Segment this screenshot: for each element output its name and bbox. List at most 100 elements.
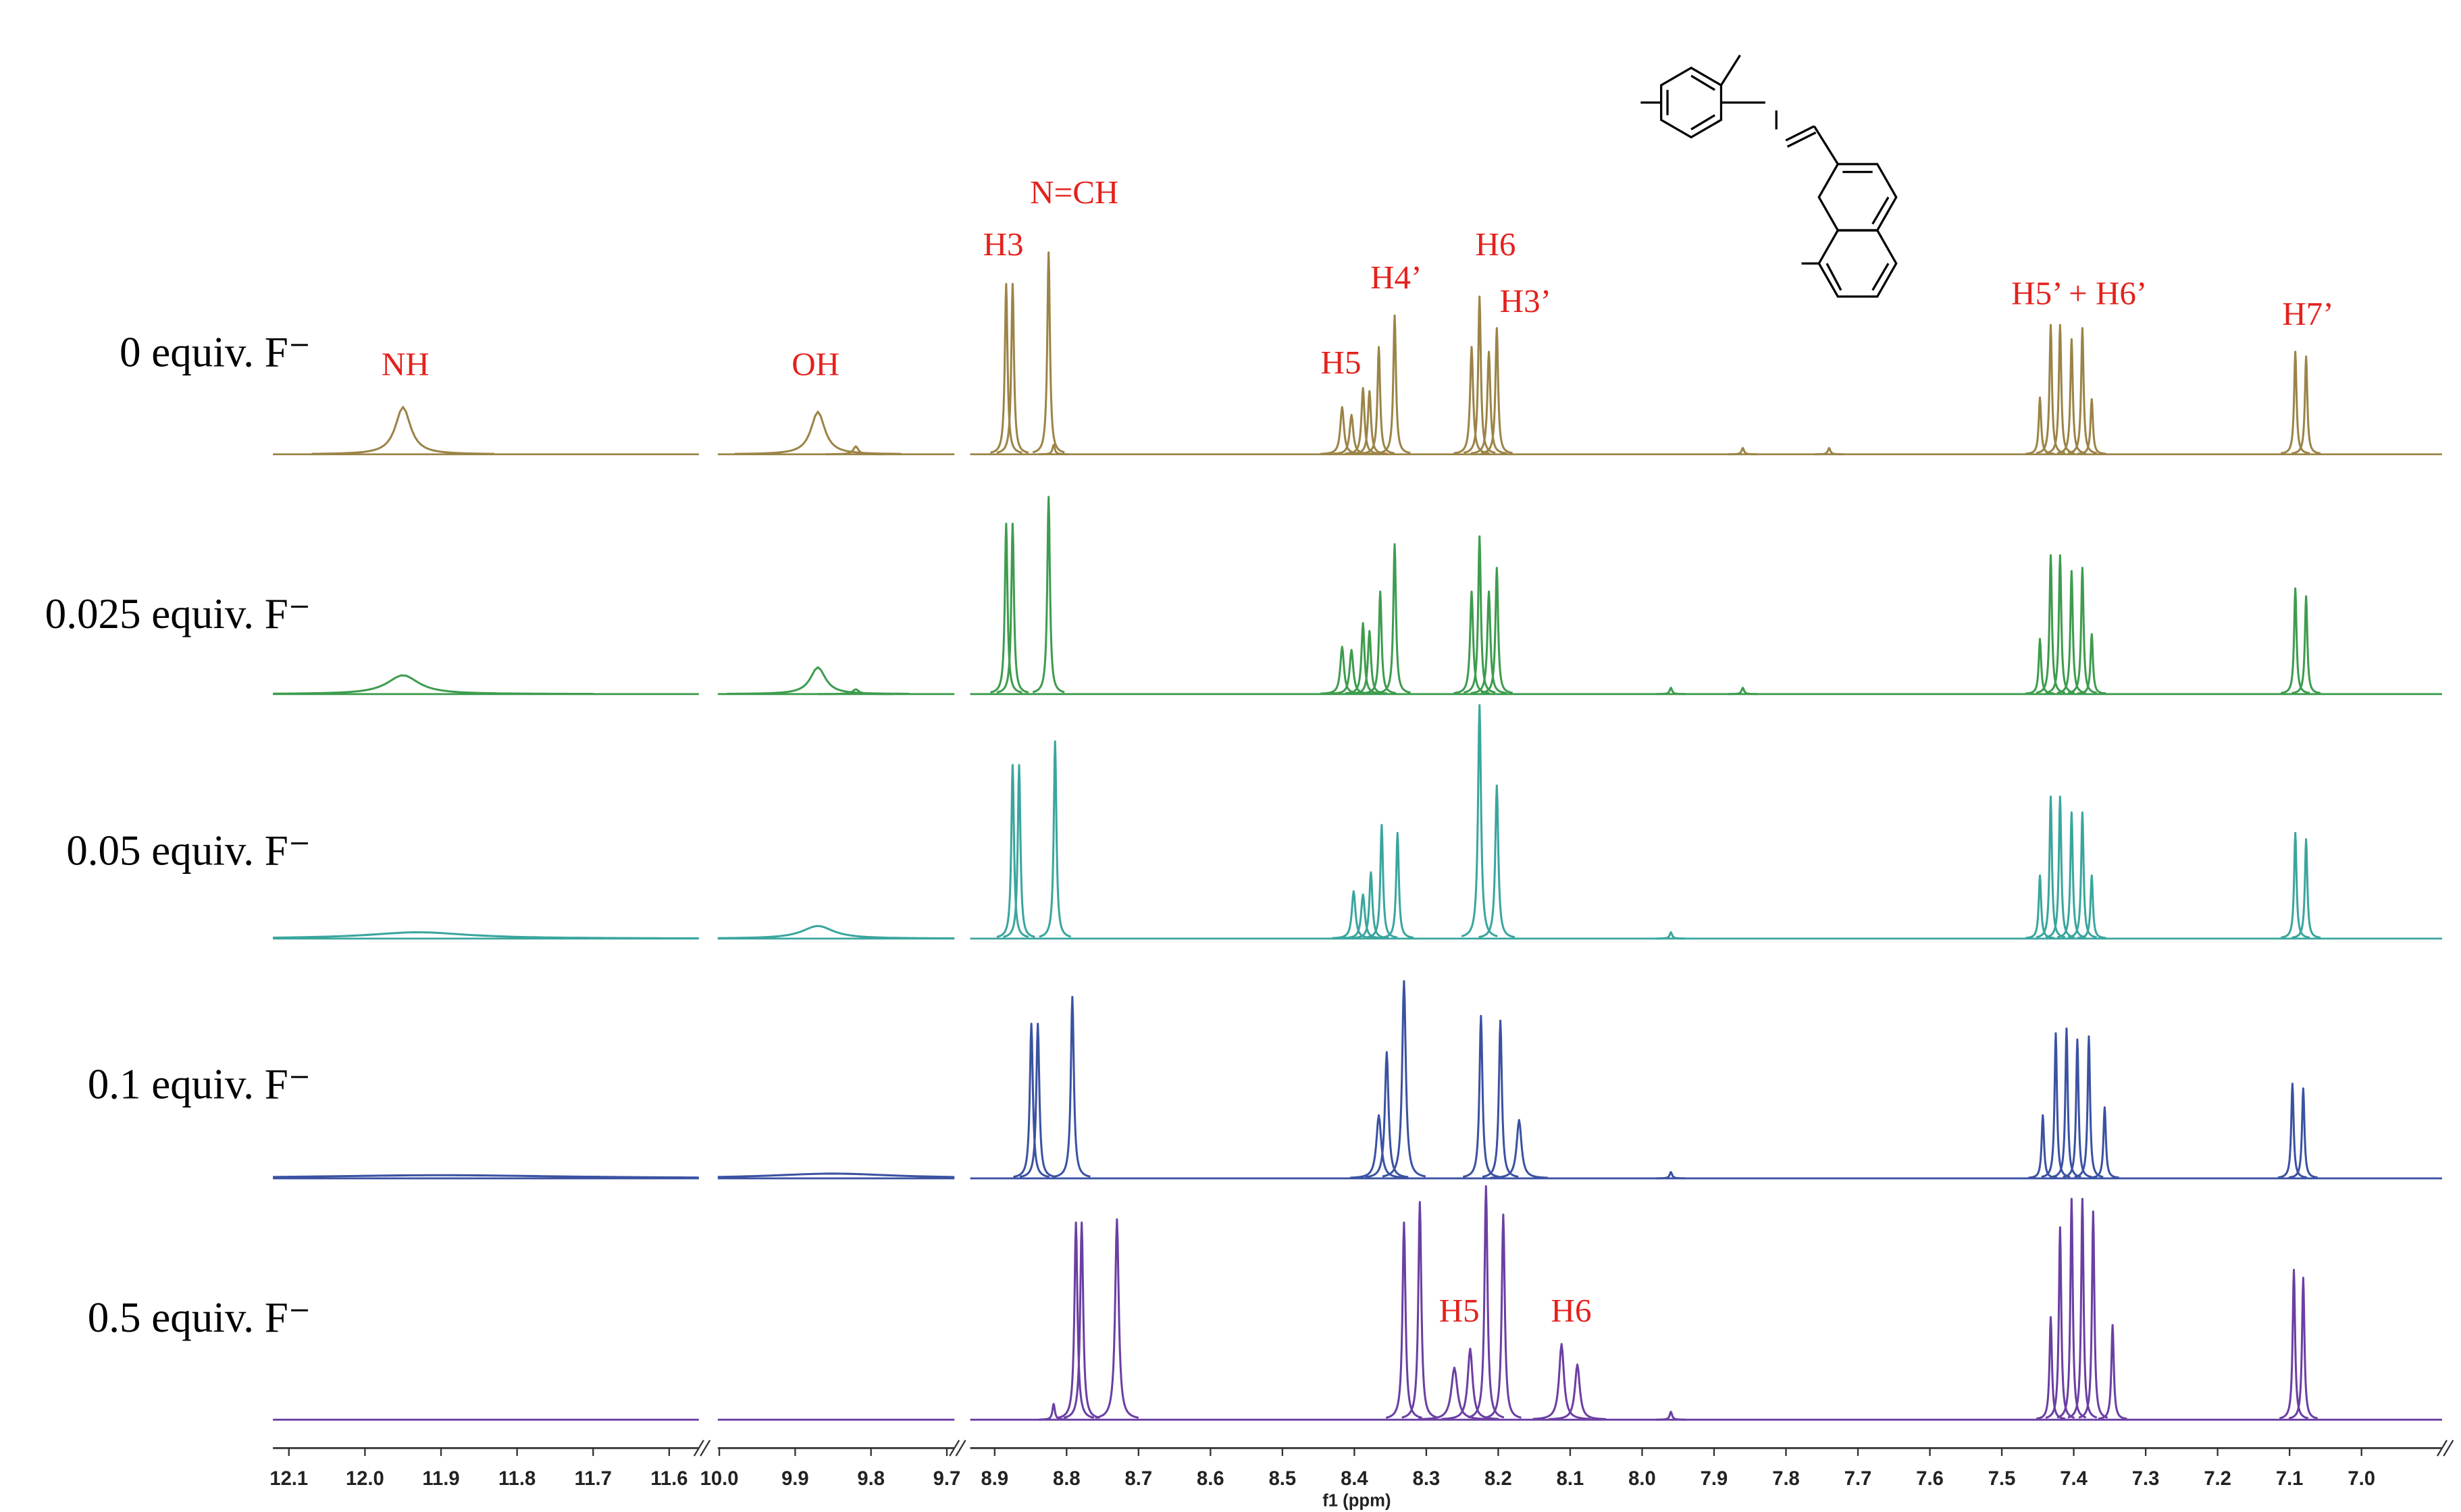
x-tick-label: 12.0 bbox=[346, 1468, 384, 1490]
peak bbox=[1470, 350, 1507, 454]
peak bbox=[2280, 587, 2310, 694]
peak bbox=[2078, 1210, 2108, 1419]
x-tick-label: 7.1 bbox=[2276, 1468, 2304, 1490]
spectrum bbox=[273, 704, 2442, 940]
bond bbox=[1871, 197, 1890, 225]
bond bbox=[1825, 263, 1842, 291]
peak bbox=[2025, 874, 2055, 939]
peak bbox=[1378, 314, 1411, 454]
peak bbox=[1728, 686, 1758, 696]
peak bbox=[1655, 931, 1686, 940]
peak bbox=[1039, 740, 1072, 938]
peak bbox=[2077, 874, 2107, 939]
peak bbox=[989, 523, 1023, 694]
peak bbox=[2288, 1087, 2318, 1179]
peak bbox=[2067, 1197, 2098, 1419]
peak bbox=[2036, 1315, 2066, 1420]
peak bbox=[1482, 1019, 1519, 1178]
bond bbox=[1720, 54, 1741, 86]
peak-annotation: H5 bbox=[1321, 344, 1362, 381]
peak bbox=[2056, 570, 2087, 694]
x-tick-label: 7.3 bbox=[2132, 1468, 2160, 1490]
axis-break bbox=[2436, 1440, 2454, 1457]
x-tick-label: 8.5 bbox=[1269, 1468, 1297, 1490]
peak bbox=[2045, 796, 2075, 939]
row-label: 0 equiv. F⁻ bbox=[120, 328, 311, 375]
peak bbox=[311, 406, 494, 455]
peak bbox=[2036, 554, 2066, 694]
bond bbox=[1785, 125, 1815, 142]
peak bbox=[1039, 1403, 1069, 1421]
peak bbox=[2277, 1083, 2308, 1179]
peak-annotation: OH bbox=[792, 346, 839, 383]
peak bbox=[1365, 824, 1399, 939]
peak bbox=[2056, 1197, 2087, 1419]
peak bbox=[2291, 355, 2321, 454]
peak-annotation: H5 bbox=[1439, 1292, 1480, 1329]
peak bbox=[818, 688, 894, 696]
peak bbox=[2067, 327, 2098, 454]
peak bbox=[1728, 446, 1758, 456]
bond bbox=[1786, 131, 1817, 148]
peak bbox=[1655, 686, 1686, 696]
x-tick-label: 8.2 bbox=[1484, 1468, 1512, 1490]
peak bbox=[1039, 444, 1069, 456]
spectrum bbox=[273, 251, 2442, 456]
peak bbox=[2067, 567, 2098, 694]
peak bbox=[1344, 622, 1382, 695]
x-tick-label: 11.6 bbox=[650, 1468, 688, 1490]
x-tick-label: 9.9 bbox=[781, 1468, 809, 1490]
x-tick-label: 7.0 bbox=[2348, 1468, 2375, 1490]
row-label: 0.025 equiv. F⁻ bbox=[45, 590, 311, 637]
peak-annotation: H7’ bbox=[2282, 295, 2333, 332]
peak bbox=[1381, 831, 1414, 939]
spectrum bbox=[273, 496, 2442, 696]
x-tick-label: 10.0 bbox=[700, 1468, 739, 1490]
peak bbox=[2036, 796, 2066, 939]
peak bbox=[1468, 1185, 1505, 1419]
axis-break bbox=[693, 1440, 711, 1457]
x-tick-label: 8.0 bbox=[1628, 1468, 1656, 1490]
bond bbox=[1813, 126, 1839, 165]
peak bbox=[2045, 1226, 2075, 1419]
x-tick-label: 9.7 bbox=[933, 1468, 961, 1490]
peak bbox=[1655, 1411, 1686, 1421]
peak bbox=[1548, 1363, 1607, 1421]
x-tick-label: 11.7 bbox=[575, 1468, 612, 1490]
peak bbox=[2051, 1027, 2082, 1178]
x-tick-label: 7.9 bbox=[1701, 1468, 1728, 1490]
x-tick-label: 11.8 bbox=[498, 1468, 536, 1490]
pyridine-ring bbox=[1817, 163, 1898, 232]
x-tick-label: 8.8 bbox=[1053, 1468, 1081, 1490]
peak bbox=[1057, 1221, 1095, 1419]
peak bbox=[717, 924, 955, 940]
peak bbox=[717, 1172, 955, 1178]
peak-annotation: N=CH bbox=[1030, 174, 1118, 211]
row-label: 0.1 equiv. F⁻ bbox=[88, 1060, 311, 1107]
spectrum bbox=[273, 1185, 2442, 1421]
bond bbox=[1871, 263, 1890, 291]
peak bbox=[2045, 554, 2075, 694]
peak bbox=[727, 666, 909, 695]
peak-annotation: H4’ bbox=[1370, 259, 1422, 296]
peak-annotation: H3’ bbox=[1500, 282, 1551, 319]
peak bbox=[1063, 1221, 1100, 1419]
x-tick-label: 8.3 bbox=[1413, 1468, 1441, 1490]
peak bbox=[1441, 1347, 1499, 1420]
x-tick-label: 8.7 bbox=[1125, 1468, 1153, 1490]
peak bbox=[2025, 637, 2055, 695]
peak bbox=[1418, 1366, 1491, 1421]
x-tick-label: 7.5 bbox=[1988, 1468, 2016, 1490]
peak bbox=[1470, 590, 1507, 694]
peak bbox=[2077, 398, 2107, 455]
peak bbox=[1344, 387, 1382, 455]
peak bbox=[1349, 1114, 1408, 1179]
peak bbox=[2288, 1276, 2318, 1419]
axis-break bbox=[949, 1440, 966, 1457]
peak bbox=[1480, 327, 1513, 454]
peak bbox=[1655, 1171, 1686, 1180]
peak bbox=[1054, 995, 1091, 1178]
peak bbox=[2067, 811, 2098, 939]
peak bbox=[1362, 346, 1395, 454]
